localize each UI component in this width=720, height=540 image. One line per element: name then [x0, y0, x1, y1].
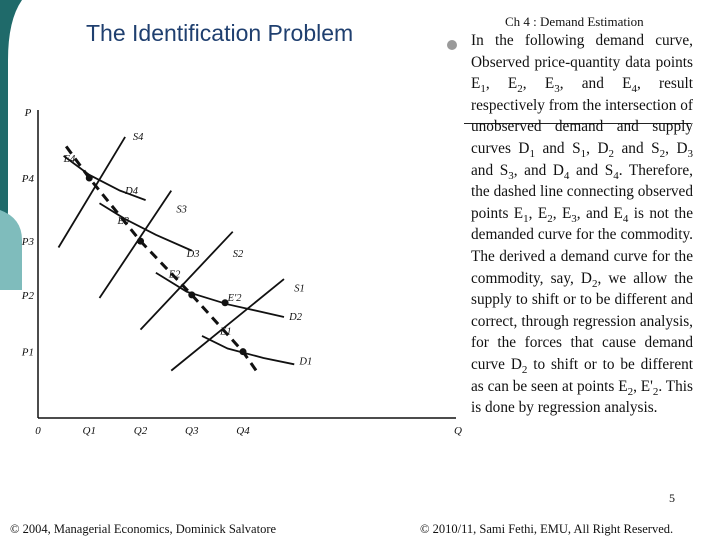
y-axis-label: P — [24, 107, 32, 119]
subscript: 3 — [508, 169, 514, 182]
text-run: , E — [552, 204, 572, 222]
subscript: 2 — [652, 385, 659, 398]
text-run: . Therefore, the dashed line connecting … — [471, 161, 694, 222]
bullet-dot — [447, 40, 457, 50]
subscript: 2 — [517, 83, 523, 96]
curve-label: S3 — [176, 205, 187, 216]
footer-copyright-right: © 2010/11, Sami Fethi, EMU, All Right Re… — [420, 522, 674, 536]
origin-label: 0 — [35, 425, 41, 437]
text-run: , E — [522, 75, 555, 93]
decorative-sidebar — [0, 0, 22, 290]
text-run: , and E — [559, 75, 632, 93]
curve-label: D3 — [186, 249, 200, 260]
subscript: 1 — [480, 83, 486, 96]
subscript: 1 — [523, 212, 529, 225]
text-run: to shift or to be different as can be se… — [471, 355, 694, 395]
supply-curve-s1 — [170, 278, 285, 372]
curve-label: S2 — [233, 249, 244, 260]
deco-dark-shape — [0, 0, 22, 235]
text-run: , and E — [576, 204, 623, 222]
curve-label: S4 — [133, 132, 144, 143]
subscript: 4 — [622, 212, 629, 225]
text-run: , E — [528, 204, 548, 222]
text-run: and S — [534, 139, 581, 157]
subscript: 3 — [571, 212, 577, 225]
point-label: E3 — [116, 216, 129, 227]
curve-label: D1 — [298, 356, 312, 367]
subscript: 1 — [529, 148, 535, 161]
equilibrium-point — [239, 348, 247, 356]
text-underline-rule — [464, 123, 691, 124]
point-label: E1 — [219, 326, 232, 337]
demand-curve-d1 — [201, 335, 295, 366]
text-run: and S — [614, 139, 660, 157]
subscript: 4 — [563, 169, 570, 182]
footer-copyright-left: © 2004, Managerial Economics, Dominick S… — [10, 522, 277, 536]
equilibrium-point — [137, 237, 144, 245]
subscript: 4 — [613, 169, 619, 182]
equilibrium-point — [188, 291, 196, 299]
chapter-header: Ch 4 : Demand Estimation — [505, 14, 644, 29]
text-run: , E' — [633, 377, 653, 395]
y-tick-label: P2 — [21, 290, 35, 302]
subscript: 2 — [521, 363, 528, 376]
text-run: and S — [471, 161, 509, 179]
subscript: 2 — [659, 148, 666, 161]
subscript: 3 — [687, 148, 694, 161]
curve-label: D4 — [124, 186, 139, 197]
equilibrium-point — [221, 299, 229, 307]
subscript: 1 — [580, 148, 587, 161]
point-label: E'2 — [227, 293, 243, 304]
slide-title: The Identification Problem — [86, 20, 354, 46]
subscript: 2 — [608, 148, 615, 161]
x-tick-label: Q3 — [185, 425, 199, 437]
demand-curve-d3 — [99, 202, 193, 252]
text-run: , D — [665, 139, 688, 157]
text-run: , we allow the supply to shift or to be … — [471, 269, 693, 373]
text-run: , result respectively from the intersect… — [471, 75, 694, 157]
text-run: and S — [569, 161, 614, 179]
subscript: 2 — [547, 212, 553, 225]
y-tick-label: P1 — [21, 347, 34, 359]
text-run: , E — [485, 75, 518, 93]
demand-curve-d2 — [155, 271, 285, 318]
subscript: 4 — [631, 83, 637, 96]
deco-light-shape — [0, 210, 22, 290]
text-run: , and D — [513, 161, 564, 179]
subscript: 2 — [627, 385, 634, 398]
text-run: is not the demanded curve for the commod… — [471, 204, 693, 287]
x-tick-label: Q1 — [83, 425, 96, 437]
equilibrium-point — [85, 174, 93, 182]
curve-label: S1 — [294, 284, 305, 295]
bullet-text: In the following demand curve, Observed … — [471, 30, 693, 419]
x-axis-label: Q — [454, 425, 462, 437]
subscript: 3 — [554, 83, 560, 96]
identification-chart: P Q 0 Q1 Q2 Q3 Q4 P1 P2 P3 P4 S4 D4 S3 D3 S2 S1 D2 D1 E4 E3 E… — [21, 107, 462, 437]
point-label: E4 — [63, 154, 76, 165]
text-run: . This is done by regression analysis. — [471, 377, 693, 417]
supply-curve-s3 — [98, 190, 172, 299]
point-label: E2 — [168, 269, 181, 280]
demand-curve-d4 — [63, 155, 146, 201]
x-tick-label: Q2 — [134, 425, 148, 437]
x-tick-label: Q4 — [236, 425, 250, 437]
supply-curve-s2 — [139, 231, 234, 331]
y-tick-label: P4 — [21, 173, 35, 185]
supply-curve-s4 — [57, 136, 126, 248]
subscript: 2 — [591, 277, 598, 290]
text-run: , D — [586, 139, 609, 157]
slide-number: 5 — [669, 491, 675, 505]
observed-dashed-line — [64, 145, 260, 375]
y-tick-label: P3 — [21, 236, 35, 248]
text-run: In the following demand curve, Observed … — [471, 32, 693, 93]
curve-label: D2 — [288, 312, 303, 323]
